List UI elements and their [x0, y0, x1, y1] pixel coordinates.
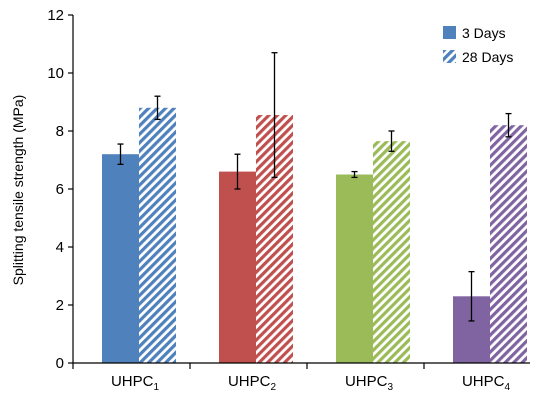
- error-bar-3days-1: [117, 143, 124, 166]
- x-tick-label-4: UHPC4: [462, 373, 511, 393]
- y-tick-label: 8: [56, 123, 64, 140]
- y-axis-title: Splitting tensile strength (MPa): [10, 95, 26, 286]
- y-tick-label: 4: [56, 239, 64, 256]
- bar-28days-3: [373, 141, 410, 363]
- legend-label-28days: 28 Days: [462, 49, 513, 65]
- y-ticks-group: 0 2 4 6 8 10 12: [47, 7, 73, 372]
- error-bar-28days-2: [271, 52, 278, 179]
- y-tick-label: 12: [47, 7, 64, 24]
- x-tick-label-1: UHPC1: [111, 373, 160, 393]
- legend: 3 Days 28 Days: [443, 25, 513, 65]
- y-tick-label: 10: [47, 65, 64, 82]
- error-bar-28days-1: [154, 95, 161, 121]
- error-bar-28days-3: [388, 130, 395, 152]
- bar-28days-1: [139, 107, 176, 363]
- legend-swatch-3days: [443, 26, 456, 39]
- bar-28days-4: [490, 125, 527, 363]
- legend-label-3days: 3 Days: [462, 25, 506, 41]
- y-tick-label: 6: [56, 181, 64, 198]
- x-ticks-group: UHPC1 UHPC2 UHPC3 UHPC4: [72, 363, 511, 393]
- error-bar-3days-2: [234, 153, 241, 190]
- bar-3days-2: [219, 171, 256, 363]
- error-bar-28days-4: [505, 112, 512, 138]
- y-tick-label: 0: [56, 355, 64, 372]
- bars-group: [102, 107, 527, 363]
- bar-3days-3: [336, 174, 373, 363]
- bar-3days-1: [102, 154, 139, 363]
- error-bars-group: [117, 52, 512, 322]
- x-tick-label-3: UHPC3: [345, 373, 394, 393]
- x-tick-label-2: UHPC2: [228, 373, 277, 393]
- error-bar-3days-4: [468, 270, 475, 322]
- error-bar-3days-3: [351, 170, 358, 179]
- legend-swatch-28days: [443, 50, 456, 63]
- y-tick-label: 2: [56, 297, 64, 314]
